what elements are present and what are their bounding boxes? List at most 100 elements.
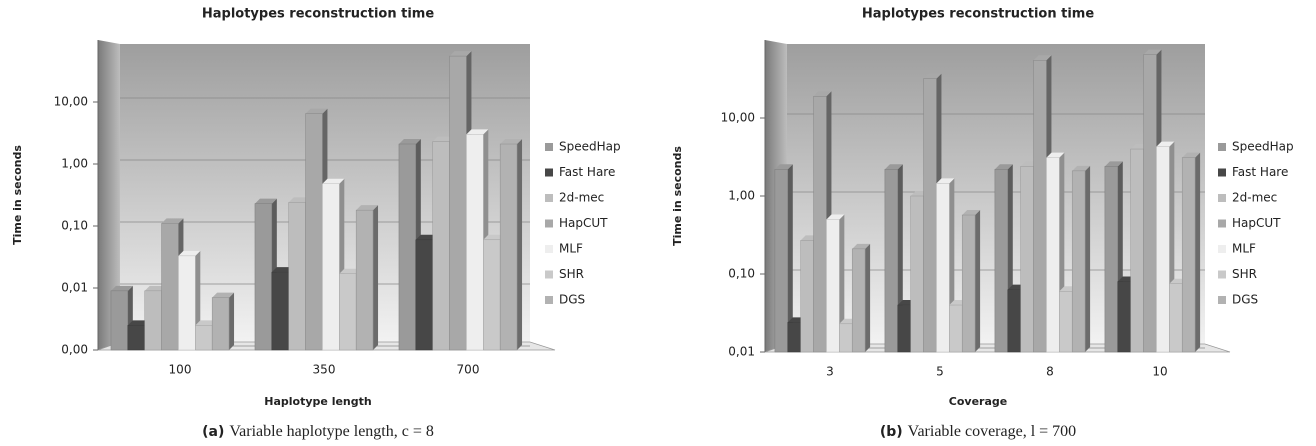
x-tick-label: 100 xyxy=(169,363,192,377)
bar xyxy=(178,255,196,351)
bar-top xyxy=(884,164,903,170)
legend-label: 2d-mec xyxy=(1232,191,1277,205)
bar-top xyxy=(356,205,379,211)
x-tick-label: 350 xyxy=(313,363,336,377)
legend-swatch xyxy=(545,168,553,177)
legend-swatch xyxy=(1218,245,1226,253)
y-tick-label: 10,00 xyxy=(54,95,88,109)
bar xyxy=(1181,157,1196,353)
x-axis-title: Coverage xyxy=(949,395,1007,408)
legend-swatch xyxy=(545,194,553,202)
bar-top xyxy=(254,198,277,204)
bar-top xyxy=(936,178,955,184)
bar xyxy=(1046,157,1060,353)
bar-top xyxy=(398,139,421,145)
bar xyxy=(961,214,976,353)
bar xyxy=(923,78,937,353)
caption-text: Variable haplotype length, c = 8 xyxy=(229,423,434,440)
chart-title: Haplotypes reconstruction time xyxy=(862,7,1094,22)
bar xyxy=(787,322,801,353)
bar xyxy=(305,113,323,351)
x-tick-label: 3 xyxy=(826,365,834,379)
bar-top xyxy=(500,139,523,145)
legend-label: HapCUT xyxy=(559,216,608,230)
bar-top xyxy=(415,234,438,240)
bar-top xyxy=(195,320,218,326)
bar xyxy=(1156,146,1170,353)
bar xyxy=(499,143,518,351)
legend-label: DGS xyxy=(559,293,585,307)
bar xyxy=(449,55,467,351)
caption: (a) Variable haplotype length, c = 8 xyxy=(202,423,434,440)
bar-side xyxy=(229,292,235,350)
bar-top xyxy=(339,268,362,274)
bar xyxy=(483,239,501,351)
bar-top xyxy=(322,178,345,184)
bar xyxy=(466,134,484,351)
bar xyxy=(144,290,162,351)
bar xyxy=(826,219,840,353)
y-tick-label: 0,01 xyxy=(61,281,88,295)
legend-swatch xyxy=(1218,296,1226,304)
legend-swatch xyxy=(545,270,553,279)
bar xyxy=(355,209,374,351)
bar-side xyxy=(1195,152,1201,352)
bar xyxy=(195,325,213,351)
bar-top xyxy=(826,214,845,220)
bar-top xyxy=(144,285,167,291)
bar xyxy=(1033,60,1047,353)
legend-label: SpeedHap xyxy=(559,140,621,154)
legend-label: MLF xyxy=(559,242,583,256)
bar xyxy=(271,271,289,351)
bar-top xyxy=(449,51,472,57)
x-axis-title: Haplotype length xyxy=(264,395,371,408)
bar xyxy=(1007,289,1021,353)
bar xyxy=(432,141,450,351)
caption-label: (a) xyxy=(202,424,224,440)
legend-swatch xyxy=(1218,168,1226,177)
caption-text: Variable coverage, l = 700 xyxy=(908,423,1077,440)
legend-swatch xyxy=(1218,143,1226,151)
y-tick-label: 10,00 xyxy=(721,111,755,125)
bar xyxy=(110,290,129,351)
y-axis-title: Time in seconds xyxy=(671,146,684,246)
bar-top xyxy=(1143,49,1162,55)
chart-title: Haplotypes reconstruction time xyxy=(202,7,434,22)
bar xyxy=(288,202,306,351)
bar xyxy=(127,325,145,351)
bar-top xyxy=(161,218,184,224)
legend-label: SpeedHap xyxy=(1232,140,1294,154)
legend-label: Fast Hare xyxy=(1232,165,1288,179)
y-axis-title: Time in seconds xyxy=(11,145,24,245)
legend-label: MLF xyxy=(1232,242,1256,256)
bar xyxy=(949,304,963,353)
legend-swatch xyxy=(545,296,553,304)
x-tick-label: 10 xyxy=(1152,365,1167,379)
legend-label: HapCUT xyxy=(1232,216,1281,230)
bar-top xyxy=(483,234,506,240)
bar xyxy=(800,240,814,353)
y-tick-label: 0,01 xyxy=(728,345,755,359)
bar-top xyxy=(923,73,942,79)
bar xyxy=(936,183,950,353)
y-tick-label: 0,10 xyxy=(728,267,755,281)
bar xyxy=(884,169,899,353)
left-wall xyxy=(98,40,120,350)
bar-top xyxy=(271,267,294,273)
bar xyxy=(994,169,1009,353)
legend-label: DGS xyxy=(1232,293,1258,307)
bar-side xyxy=(865,243,871,352)
bar xyxy=(774,169,789,353)
bar xyxy=(339,273,357,351)
bar-top xyxy=(1033,55,1052,61)
bar-top xyxy=(305,108,328,114)
bar-top xyxy=(212,292,235,298)
legend-swatch xyxy=(545,143,553,151)
bar xyxy=(161,223,179,351)
bar-top xyxy=(110,285,133,291)
legend-swatch xyxy=(1218,194,1226,202)
legend-label: Fast Hare xyxy=(559,165,615,179)
y-tick-label: 1,00 xyxy=(61,157,88,171)
bar-top xyxy=(288,197,311,203)
bar xyxy=(1059,291,1073,353)
